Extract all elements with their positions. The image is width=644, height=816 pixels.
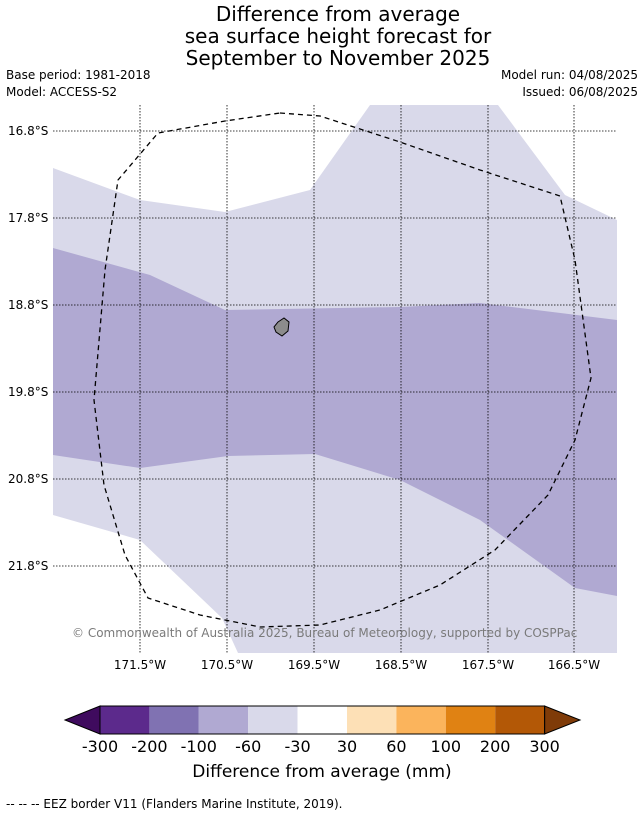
colorbar-tick: -60 [235,737,262,756]
lat-label: 17.8°S [8,211,49,225]
colorbar-tick: 300 [529,737,560,756]
colorbar-segment [248,706,298,734]
eez-legend: -- -- -- EEZ border V11 (Flanders Marine… [6,797,343,811]
colorbar-segment [347,706,397,734]
colorbar-tick: 100 [430,737,462,756]
lon-label: 171.5°W [113,658,167,672]
lon-label: 170.5°W [200,658,254,672]
eez-border [93,112,592,628]
lat-label: 18.8°S [8,298,49,312]
lat-label: 21.8°S [8,559,49,573]
lat-label: 20.8°S [8,472,49,486]
lon-label: 166.5°W [547,658,601,672]
colorbar-extend-low [63,705,101,735]
colorbar [63,705,582,735]
model-run-date: Model run: 04/08/2025 [500,68,638,82]
lat-label: 16.8°S [8,124,49,138]
lon-label: 167.5°W [461,658,515,672]
colorbar-tick: -300 [81,737,119,756]
colorbar-segment [100,706,150,734]
island-land [273,317,290,337]
map-credit: © Commonwealth of Australia 2025, Bureau… [72,626,578,640]
colorbar-tick: -100 [180,737,217,756]
colorbar-tick: 60 [386,737,407,756]
colorbar-segment [396,706,446,734]
lon-label: 168.5°W [374,658,428,672]
colorbar-segment [198,706,249,734]
title-line-3: September to November 2025 [185,46,491,70]
lat-label: 19.8°S [8,385,49,399]
region-mid-purple [53,248,617,596]
issued-date: Issued: 06/08/2025 [522,85,638,99]
colorbar-extend-high [544,705,582,735]
title-line-1: Difference from average [215,2,461,26]
colorbar-label: Difference from average (mm) [192,762,452,782]
colorbar-frame [99,705,546,735]
title-line-2: sea surface height forecast for [184,24,492,48]
colorbar-tick: -30 [284,737,311,756]
lon-label: 169.5°W [287,658,341,672]
colorbar-tick: 200 [479,737,511,756]
base-period: Base period: 1981-2018 [6,68,151,82]
colorbar-segment [445,706,496,734]
colorbar-segment [149,706,199,734]
colorbar-segment [495,706,545,734]
model-name: Model: ACCESS-S2 [6,85,118,99]
grid-lines [53,105,617,653]
colorbar-tick: -200 [131,737,168,756]
colorbar-tick: 30 [336,737,358,756]
colorbar-segment [297,706,347,734]
